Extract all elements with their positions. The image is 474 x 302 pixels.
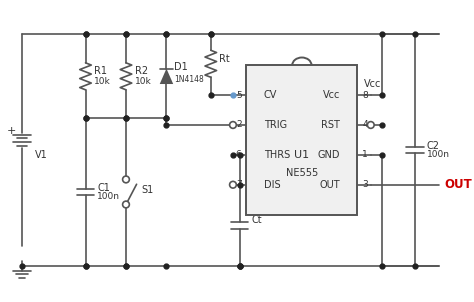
Text: 10k: 10k xyxy=(94,77,111,86)
Text: 6: 6 xyxy=(236,150,242,159)
Text: CV: CV xyxy=(264,90,277,100)
Text: Ct: Ct xyxy=(251,215,262,225)
Polygon shape xyxy=(160,69,173,84)
Text: R1: R1 xyxy=(94,66,107,76)
Circle shape xyxy=(367,122,374,128)
Text: 7: 7 xyxy=(236,180,242,189)
Circle shape xyxy=(123,201,129,208)
Text: TRIG: TRIG xyxy=(264,120,287,130)
Circle shape xyxy=(229,122,237,128)
Text: C1: C1 xyxy=(97,183,110,193)
Text: 10k: 10k xyxy=(135,77,151,86)
Text: DIS: DIS xyxy=(264,180,281,190)
Text: Vcc: Vcc xyxy=(364,79,382,88)
Text: C2: C2 xyxy=(427,141,440,151)
Text: S1: S1 xyxy=(141,185,154,195)
Text: Rt: Rt xyxy=(219,54,230,64)
Circle shape xyxy=(229,182,237,188)
Text: GND: GND xyxy=(318,150,340,160)
Text: 1N4148: 1N4148 xyxy=(174,75,204,84)
Text: V1: V1 xyxy=(35,150,47,160)
Bar xyxy=(246,65,357,215)
Text: 4: 4 xyxy=(362,120,368,130)
Text: 100n: 100n xyxy=(427,150,450,159)
Text: Vcc: Vcc xyxy=(323,90,340,100)
Text: NE555: NE555 xyxy=(286,168,318,178)
Text: 5: 5 xyxy=(236,91,242,100)
Text: 100n: 100n xyxy=(97,192,120,201)
Text: D1: D1 xyxy=(174,62,188,72)
Text: OUT: OUT xyxy=(319,180,340,190)
Circle shape xyxy=(123,176,129,183)
Text: 3: 3 xyxy=(362,180,368,189)
Text: THRS: THRS xyxy=(264,150,290,160)
Text: RST: RST xyxy=(321,120,340,130)
Text: R2: R2 xyxy=(135,66,148,76)
Text: 2: 2 xyxy=(236,120,242,130)
Text: +: + xyxy=(7,126,16,136)
Text: 8: 8 xyxy=(362,91,368,100)
Text: OUT: OUT xyxy=(444,178,472,191)
Text: 1: 1 xyxy=(362,150,368,159)
Text: U1: U1 xyxy=(294,150,310,160)
